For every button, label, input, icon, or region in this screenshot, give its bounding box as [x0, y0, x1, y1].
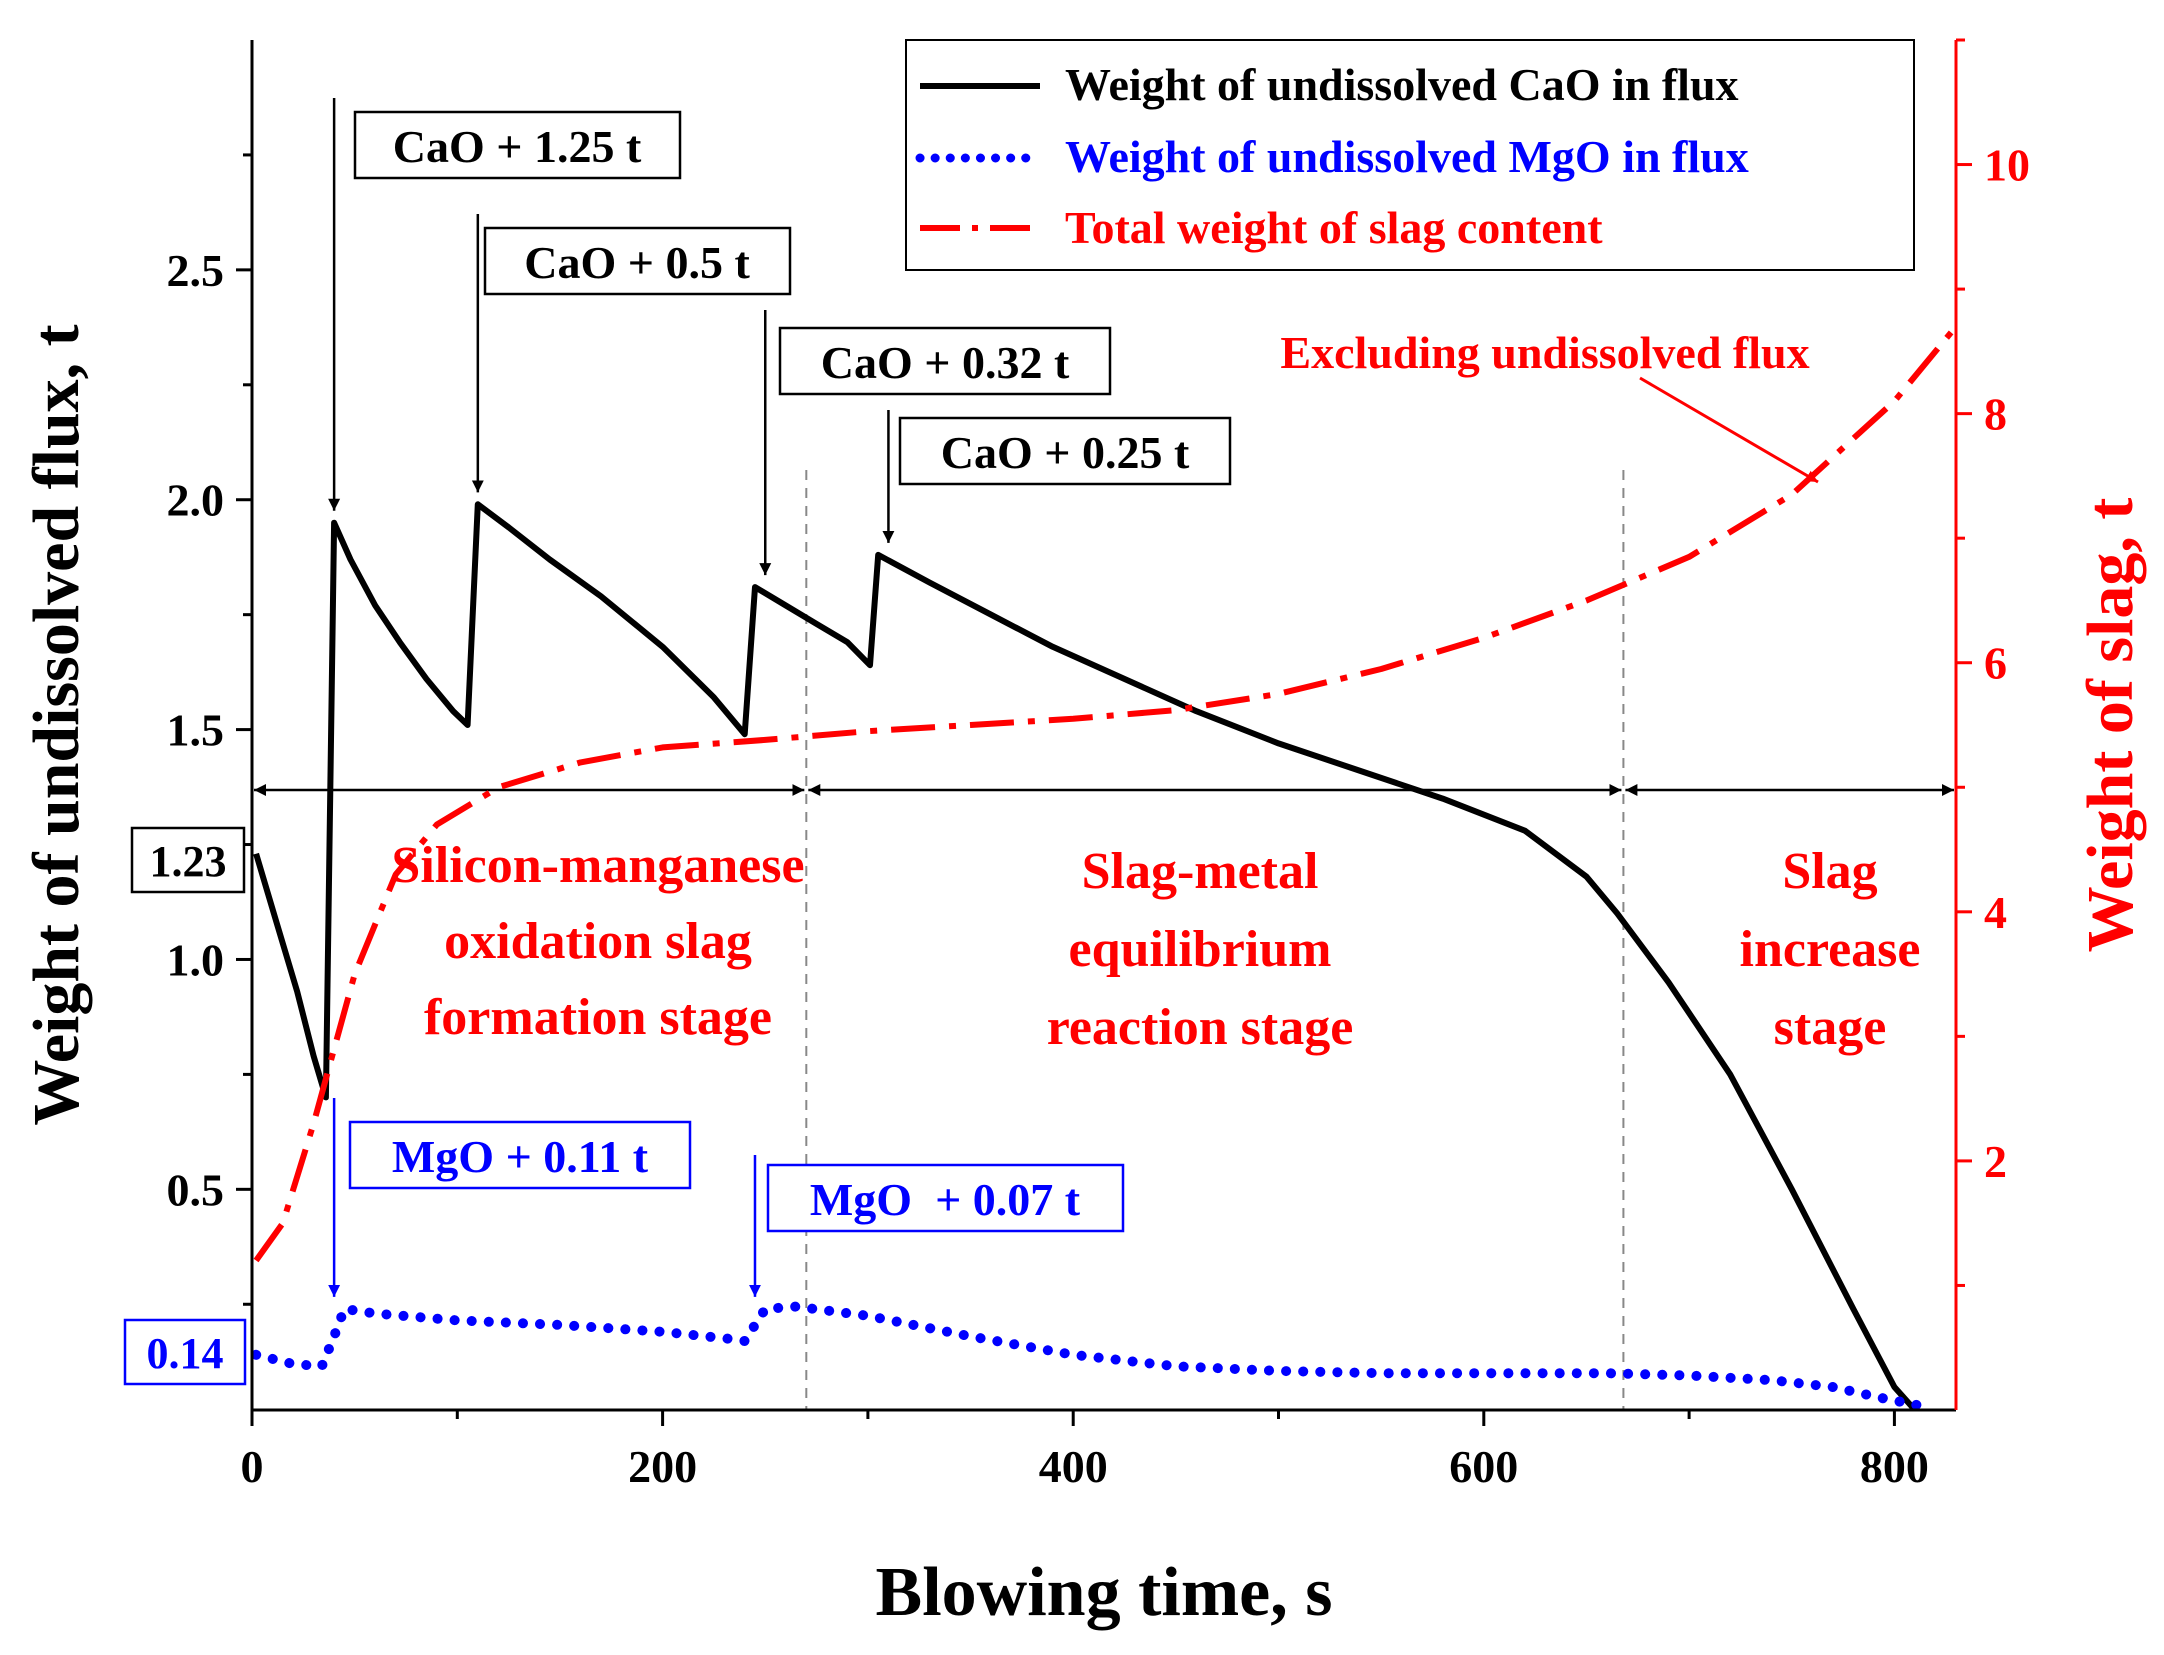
series-line-1	[253, 501, 1918, 1410]
y-left-tick-label-3: 1.5	[167, 705, 225, 756]
x-tick-label-600: 600	[1449, 1441, 1518, 1492]
initial-value-boxes: 1.23 0.14	[123, 826, 247, 1386]
mgo-callout-box-1	[348, 1120, 692, 1190]
y-right-tick-label-1: 2	[1984, 1136, 2007, 1187]
cao-callout-label-3: CaO + 0.32 t	[821, 337, 1070, 388]
cao-callout-label-1: CaO + 1.25 t	[393, 121, 642, 172]
series-line-3	[253, 324, 1956, 1263]
cao-callout-box-1	[353, 110, 682, 180]
mgo-addition-callouts: MgO + 0.11 t MgO + 0.07 t	[348, 1120, 1125, 1233]
x-tick-label-0: 0	[241, 1441, 264, 1492]
cao-callout-label-2: CaO + 0.5 t	[524, 237, 750, 288]
legend: Weight of undissolved CaO in flux Weight…	[905, 39, 1915, 271]
stage-1-label-line-1: Silicon-manganese	[391, 837, 804, 894]
stage-labels: Silicon-manganese oxidation slag formati…	[391, 837, 1920, 1056]
cao-callout-box-4	[898, 416, 1232, 486]
y-left-tick-label-1: 0.5	[167, 1164, 225, 1215]
x-tick-label-200: 200	[628, 1441, 697, 1492]
y-right-axis-title: Weight of slag, t	[2074, 498, 2147, 953]
legend-box	[905, 39, 1915, 271]
mgo-callout-label-2: MgO + 0.07 t	[810, 1174, 1081, 1225]
stage-2-label-line-3: reaction stage	[1047, 999, 1354, 1056]
excluding-note: Excluding undissolved flux	[1280, 327, 1809, 378]
cao-callout-box-3	[778, 326, 1112, 396]
y-right-tick-label-5: 10	[1984, 140, 2030, 191]
y-right-tick-label-2: 4	[1984, 887, 2007, 938]
cao-callout-label-4: CaO + 0.25 t	[941, 427, 1190, 478]
excluding-note-arrow	[1639, 376, 1819, 484]
stage-3-label-line-2: increase	[1740, 921, 1921, 978]
y-left-tick-label-2: 1.0	[167, 934, 225, 985]
cao-callout-box-2	[483, 226, 792, 296]
stage-3-label-line-3: stage	[1774, 999, 1887, 1056]
legend-label-slag: Total weight of slag content	[1065, 202, 1603, 253]
y-left-axis-title: Weight of undissolved flux, t	[20, 324, 93, 1125]
mgo-callout-label-1: MgO + 0.11 t	[392, 1131, 649, 1182]
cao-addition-callouts: CaO + 1.25 t CaO + 0.5 t CaO + 0.32 t Ca…	[353, 110, 1232, 486]
y-right-tick-label-3: 6	[1984, 638, 2007, 689]
stage-3-label-line-1: Slag	[1782, 843, 1877, 900]
initial-cao-box	[130, 826, 246, 894]
series-line-2	[252, 1301, 1924, 1410]
x-axis-title: Blowing time, s	[876, 1554, 1333, 1631]
stage-2-label-line-1: Slag-metal	[1082, 843, 1319, 900]
initial-mgo-value: 0.14	[147, 1329, 224, 1378]
x-tick-label-800: 800	[1860, 1441, 1929, 1492]
stage-2-label-line-2: equilibrium	[1069, 921, 1332, 978]
stage-1-label-line-2: oxidation slag	[444, 913, 752, 970]
initial-cao-value: 1.23	[150, 837, 227, 886]
legend-label-mgo: Weight of undissolved MgO in flux	[1065, 131, 1749, 182]
y-left-tick-label-4: 2.0	[167, 475, 225, 526]
stage-1-label-line-3: formation stage	[424, 989, 772, 1046]
initial-mgo-box	[123, 1318, 247, 1386]
x-tick-label-400: 400	[1039, 1441, 1108, 1492]
y-right-tick-label-4: 8	[1984, 389, 2007, 440]
y-left-tick-label-5: 2.5	[167, 245, 225, 296]
mgo-callout-box-2	[766, 1163, 1125, 1233]
legend-label-cao: Weight of undissolved CaO in flux	[1065, 59, 1739, 110]
